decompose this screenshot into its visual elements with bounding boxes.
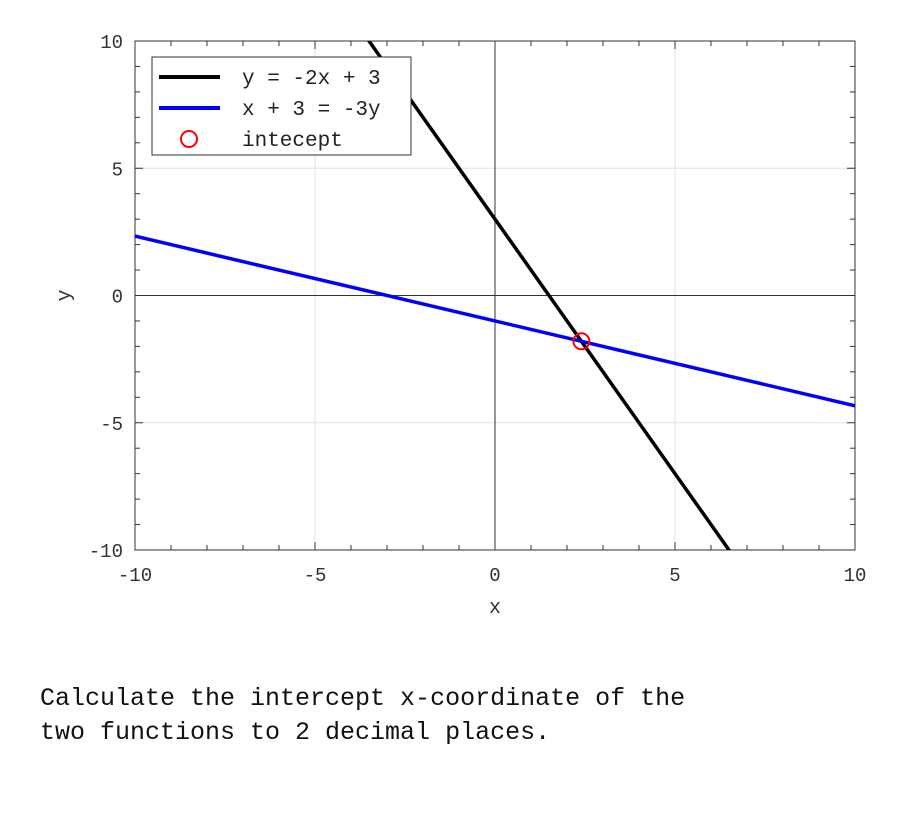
x-tick-label: 0 <box>489 565 500 587</box>
x-tick-label: -5 <box>304 565 327 587</box>
y-axis-label: y <box>54 289 77 301</box>
y-tick-label: 0 <box>112 287 123 309</box>
x-axis-label: x <box>489 597 501 620</box>
y-tick-label: 5 <box>112 159 123 181</box>
question-text: Calculate the intercept x-coordinate of … <box>40 684 686 747</box>
y-tick-label: 10 <box>100 32 123 54</box>
x-tick-label: 10 <box>844 565 867 587</box>
plot-frame <box>134 40 856 551</box>
chart: -10 -5 0 5 10 -10 -5 0 5 10 x y y = -2x + 3 x + 3 = -… <box>54 32 867 620</box>
legend-label: intecept <box>242 130 343 153</box>
y-tick-label: -5 <box>100 414 123 436</box>
series-line-0 <box>366 41 732 550</box>
series-line-1 <box>135 234 855 408</box>
x-tick-label: -10 <box>118 565 152 587</box>
series-group <box>135 41 855 550</box>
legend-marker <box>180 130 198 148</box>
intercept-marker <box>572 332 591 351</box>
y-tick-label: -10 <box>89 541 123 563</box>
legend-label: x + 3 = -3y <box>242 99 381 122</box>
legend-label: y = -2x + 3 <box>242 68 381 91</box>
x-tick-label: 5 <box>669 565 680 587</box>
